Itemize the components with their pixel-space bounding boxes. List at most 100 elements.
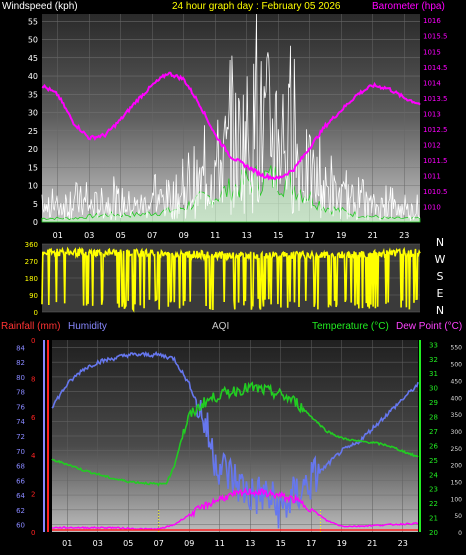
temperature-y-tick: 20: [429, 529, 438, 537]
rain-y-tick: 8: [31, 375, 35, 383]
temperature-y-tick: 33: [429, 341, 438, 349]
temp-x-tick: 19: [337, 539, 347, 548]
baro-y-tick: 1014.5: [423, 64, 448, 72]
baro-y-tick: 1013.5: [423, 95, 448, 103]
temp-x-tick: 01: [62, 539, 72, 548]
temperature-y-tick: 28: [429, 414, 438, 422]
wind-y-tick: 55: [28, 17, 38, 26]
humidity-y-tick: 62: [16, 507, 25, 515]
baro-y-tick: 1010: [423, 203, 441, 211]
humidity-y-tick: 64: [16, 492, 25, 500]
dewpoint-series: [51, 487, 418, 531]
temp-x-tick: 21: [367, 539, 377, 548]
humidity-series: [51, 350, 419, 529]
windspeed-title: Windspeed (kph): [2, 1, 78, 12]
wind-y-axis: 0 5 10 15 20 25 30 35 40 45 50 55: [28, 17, 38, 227]
rain-y-tick: 0: [31, 337, 35, 345]
temp-x-tick: 13: [245, 539, 255, 548]
humidity-y-tick: 60: [16, 522, 25, 530]
humidity-y-tick: 68: [16, 463, 25, 471]
aqi-y-tick: 150: [451, 479, 463, 486]
aqi-y-tick: 100: [451, 496, 463, 503]
humidity-y-tick: 78: [16, 389, 25, 397]
wind-x-tick: 05: [116, 231, 126, 240]
temperature-y-tick: 32: [429, 356, 438, 364]
aqi-y-tick: 450: [451, 378, 463, 385]
humidity-y-tick: 84: [16, 344, 25, 352]
temperature-label: Temperature (°C): [312, 321, 389, 332]
wind-x-tick: 21: [368, 231, 378, 240]
aqi-y-tick: 0: [458, 530, 462, 537]
humidity-y-tick: 72: [16, 433, 25, 441]
humidity-y-tick: 74: [16, 418, 25, 426]
temperature-y-tick: 26: [429, 442, 438, 450]
temp-x-axis: 01 03 05 07 09 11 13 15 17 19 21 23: [62, 539, 408, 548]
barometer-title: Barometer (hpa): [372, 1, 445, 12]
temperature-series: [51, 381, 419, 487]
compass-label: W: [435, 253, 446, 266]
wind-x-tick: 09: [179, 231, 189, 240]
wind-x-tick: 17: [305, 231, 315, 240]
temp-x-tick: 09: [184, 539, 194, 548]
temp-x-tick: 05: [123, 539, 133, 548]
aqi-y-tick: 550: [451, 345, 463, 352]
wind-y-tick: 30: [28, 109, 38, 118]
aqi-y-tick: 250: [451, 446, 463, 453]
rainfall-label: Rainfall (mm): [1, 321, 60, 332]
temperature-y-tick: 27: [429, 428, 438, 436]
barometer-series: [41, 71, 421, 181]
wind-y-tick: 35: [28, 90, 38, 99]
direction-y-tick: 360: [25, 241, 38, 249]
temperature-y-tick: 25: [429, 457, 438, 465]
wind-y-tick: 10: [28, 182, 38, 191]
baro-y-tick: 1012: [423, 141, 441, 149]
direction-y-tick: 0: [34, 309, 38, 317]
baro-y-tick: 1015: [423, 48, 441, 56]
compass-label: E: [437, 287, 444, 300]
aqi-y-tick: 400: [451, 395, 463, 402]
direction-line: [41, 246, 421, 313]
humidity-y-tick: 70: [16, 448, 25, 456]
baro-y-tick: 1014: [423, 79, 441, 87]
baro-y-tick: 1010.5: [423, 188, 448, 196]
wind-y-tick: 5: [33, 200, 38, 209]
wind-y-tick: 25: [28, 127, 38, 136]
humidity-y-tick: 76: [16, 403, 25, 411]
wind-y-tick: 45: [28, 54, 38, 63]
temperature-y-tick: 31: [429, 370, 438, 378]
humidity-y-tick: 66: [16, 477, 25, 485]
temperature-y-tick: 23: [429, 486, 438, 494]
wind-x-axis: 01 03 05 07 09 11 13 15 17 19 21 23: [53, 231, 410, 240]
aqi-label: AQI: [212, 321, 229, 332]
baro-y-tick: 1015.5: [423, 33, 448, 41]
humidity-label: Humidity: [68, 321, 107, 332]
direction-y-tick: 90: [29, 292, 38, 300]
aqi-y-tick: 300: [451, 429, 463, 436]
direction-y-tick: 270: [25, 258, 38, 266]
temperature-line: [51, 381, 419, 487]
baro-y-axis: 1010 1010.5 1011 1011.5 1012 1012.5 1013 1013.5…: [423, 17, 448, 211]
temp-x-tick: 11: [215, 539, 225, 548]
wind-x-tick: 13: [242, 231, 252, 240]
wind-y-tick: 40: [28, 72, 38, 81]
windspeed-series: [41, 13, 421, 221]
dewpoint-line: [51, 487, 418, 531]
baro-y-tick: 1012.5: [423, 126, 448, 134]
humidity-y-tick: 82: [16, 359, 25, 367]
temperature-y-tick: 30: [429, 385, 438, 393]
temp-x-tick: 07: [154, 539, 164, 548]
aqi-y-tick: 200: [451, 463, 463, 470]
windspeed-line: [41, 13, 421, 221]
temp-x-tick: 15: [276, 539, 286, 548]
rain-y-tick: 0: [31, 529, 35, 537]
rain-y-tick: 4: [31, 452, 36, 460]
barometer-line: [41, 71, 421, 181]
direction-series: [41, 246, 421, 313]
baro-y-tick: 1013: [423, 110, 441, 118]
wind-y-tick: 20: [28, 145, 38, 154]
temp-x-tick: 03: [93, 539, 103, 548]
humidity-y-tick: 80: [16, 374, 25, 382]
humidity-line: [51, 350, 419, 529]
wind-y-tick: 15: [28, 163, 38, 172]
